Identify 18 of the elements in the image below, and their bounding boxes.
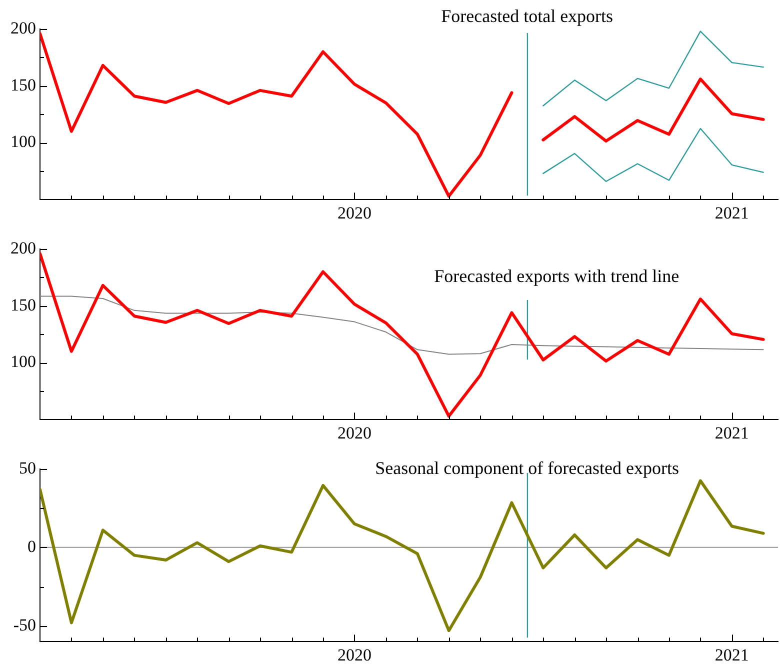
y-tick-label: 150 (10, 295, 36, 314)
y-tick-label: 200 (10, 238, 36, 258)
y-tick-label: 0 (28, 536, 36, 556)
y-tick-label: 200 (10, 18, 36, 38)
y-tick-label: -50 (13, 615, 36, 634)
y-tick-label: 50 (19, 458, 36, 478)
x-tick-label: 2020 (337, 423, 372, 442)
chart-title: Seasonal component of forecasted exports (375, 458, 680, 478)
x-tick-label: 2020 (337, 645, 372, 664)
y-tick-label: 100 (10, 132, 36, 152)
y-tick-label: 100 (10, 352, 36, 372)
chart-title: Forecasted total exports (441, 6, 614, 26)
x-tick-label: 2021 (714, 203, 749, 222)
x-tick-label: 2021 (714, 645, 749, 664)
x-tick-label: 2021 (714, 423, 749, 442)
y-tick-label: 150 (10, 75, 36, 94)
x-tick-label: 2020 (337, 203, 372, 222)
text: Forecasted exports with trend line (434, 266, 680, 286)
